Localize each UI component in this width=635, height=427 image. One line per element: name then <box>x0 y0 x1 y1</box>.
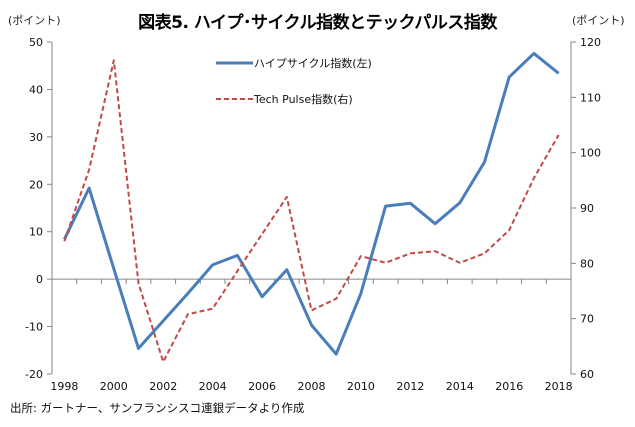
source-note: 出所: ガートナー、サンフランシスコ連銀データより作成 <box>10 401 305 415</box>
left-tick-label: 30 <box>29 131 43 144</box>
left-axis-unit: (ポイント) <box>8 14 61 27</box>
right-tick-label: 110 <box>580 91 601 104</box>
left-tick-label: 50 <box>29 36 43 49</box>
left-tick-label: 20 <box>29 178 43 191</box>
x-tick-label: 1998 <box>50 380 78 393</box>
x-tick-label: 2006 <box>248 380 276 393</box>
x-tick-label: 2002 <box>149 380 177 393</box>
left-tick-label: 40 <box>29 83 43 96</box>
x-tick-label: 2000 <box>100 380 128 393</box>
series-line-hype-cycle <box>63 51 560 356</box>
right-tick-label: 80 <box>580 257 594 270</box>
x-tick-label: 2016 <box>495 380 523 393</box>
x-tick-label: 2018 <box>545 380 573 393</box>
chart-title: 図表5. ハイプ･サイクル指数とテックパルス指数 <box>138 13 497 33</box>
right-tick-label: 70 <box>580 313 594 326</box>
right-tick-label: 90 <box>580 202 594 215</box>
right-axis-unit: (ポイント) <box>572 14 625 27</box>
left-tick-label: -20 <box>25 368 43 381</box>
x-tick-label: 2014 <box>446 380 474 393</box>
x-tick-label: 2010 <box>347 380 375 393</box>
series-group <box>63 51 560 363</box>
x-tick-label: 2012 <box>396 380 424 393</box>
left-tick-label: 10 <box>29 226 43 239</box>
left-tick-label: 0 <box>36 273 43 286</box>
x-tick-label: 2008 <box>298 380 326 393</box>
right-tick-label: 60 <box>580 368 594 381</box>
legend-label: Tech Pulse指数(右) <box>253 92 353 106</box>
legend-label: ハイプサイクル指数(左) <box>254 56 372 70</box>
x-tick-label: 2004 <box>199 380 227 393</box>
left-tick-label: -10 <box>25 321 43 334</box>
right-tick-label: 120 <box>580 36 601 49</box>
right-tick-label: 100 <box>580 147 601 160</box>
legend: ハイプサイクル指数(左) Tech Pulse指数(右) <box>216 56 372 106</box>
